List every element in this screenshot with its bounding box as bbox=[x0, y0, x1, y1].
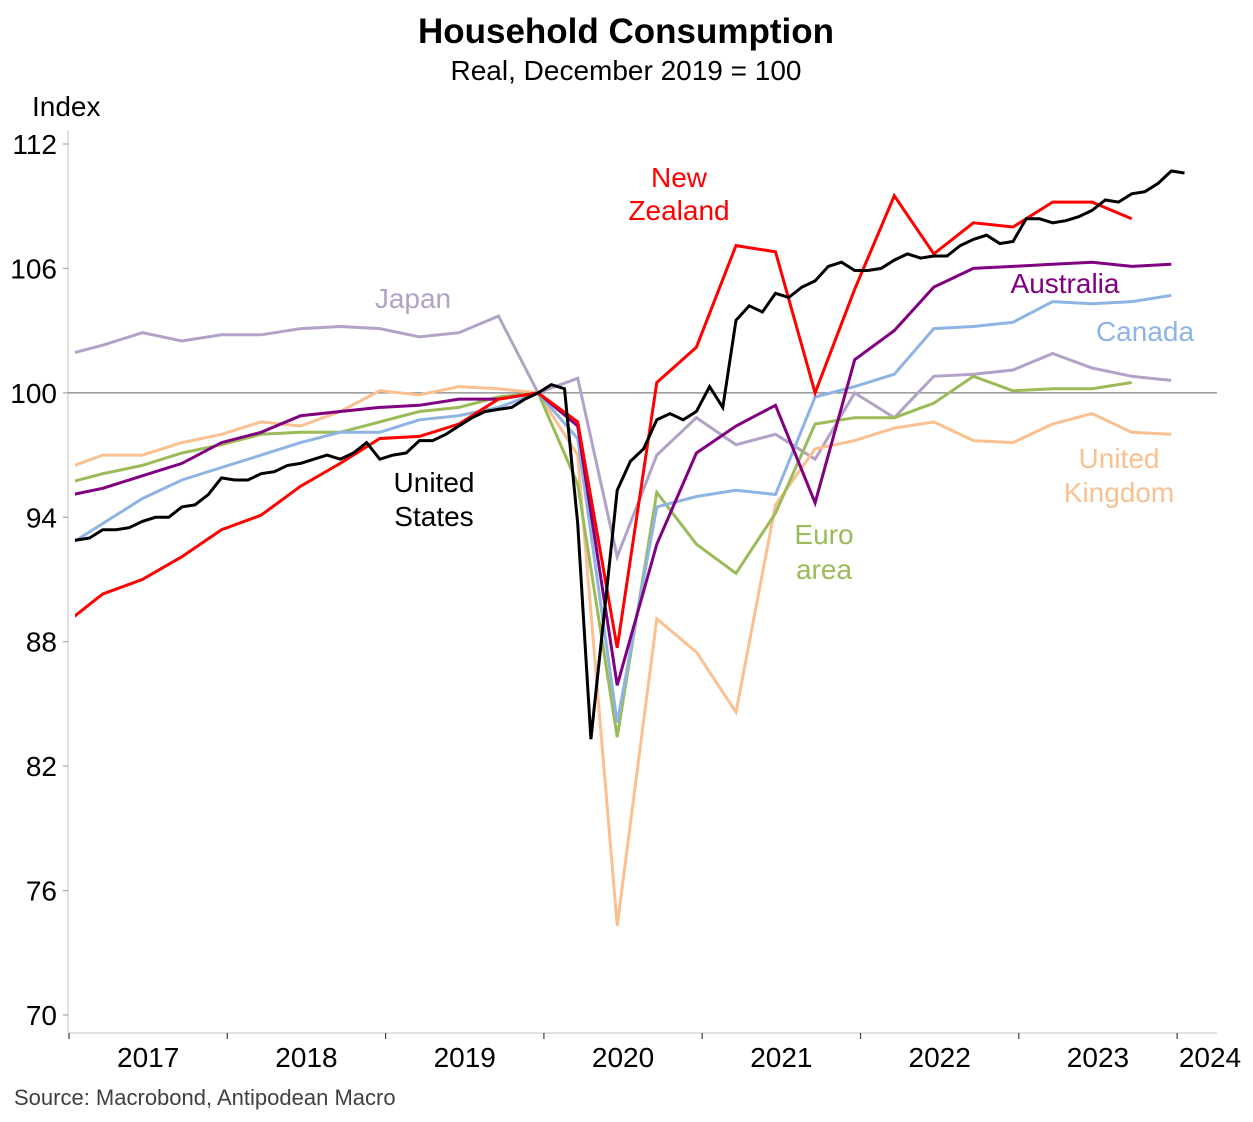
label-new-zealand-line2: Zealand bbox=[628, 195, 729, 226]
x-tick-label: 2023 bbox=[1067, 1042, 1129, 1073]
y-ticks: 70 76 82 88 94 100 106 112 bbox=[10, 129, 68, 1031]
label-euro-area-line2: area bbox=[796, 554, 852, 585]
label-united-states-line1: United bbox=[394, 467, 475, 498]
series-line-united-kingdom bbox=[75, 385, 1172, 926]
x-tick-label: 2019 bbox=[434, 1042, 496, 1073]
x-tick-label: 2022 bbox=[909, 1042, 971, 1073]
x-ticks: 2017 2018 2019 2020 2021 2022 2023 2024 bbox=[68, 1033, 1241, 1073]
chart-subtitle: Real, December 2019 = 100 bbox=[451, 55, 802, 86]
y-tick-label: 88 bbox=[26, 627, 57, 658]
source-note: Source: Macrobond, Antipodean Macro bbox=[14, 1085, 396, 1110]
x-tick-label: 2021 bbox=[750, 1042, 812, 1073]
series-lines bbox=[75, 169, 1185, 926]
label-united-kingdom-line2: Kingdom bbox=[1064, 477, 1175, 508]
series-labels: Japan United Kingdom Euro area Canada Au… bbox=[375, 162, 1195, 585]
x-tick-label: 2018 bbox=[275, 1042, 337, 1073]
label-new-zealand-line1: New bbox=[651, 162, 708, 193]
label-australia: Australia bbox=[1011, 268, 1120, 299]
chart-title: Household Consumption bbox=[418, 12, 834, 51]
y-tick-label: 82 bbox=[26, 751, 57, 782]
series-line-new-zealand bbox=[75, 192, 1133, 649]
y-axis-label: Index bbox=[32, 91, 101, 122]
y-tick-label: 100 bbox=[10, 378, 57, 409]
y-tick-label: 76 bbox=[26, 876, 57, 907]
x-tick-label: 2024 bbox=[1179, 1042, 1241, 1073]
y-tick-label: 94 bbox=[26, 502, 57, 533]
series-line-united-states bbox=[75, 169, 1185, 740]
series-line-japan bbox=[75, 314, 1172, 562]
x-tick-label: 2017 bbox=[117, 1042, 179, 1073]
label-united-kingdom-line1: United bbox=[1079, 443, 1160, 474]
x-tick-label: 2020 bbox=[592, 1042, 654, 1073]
label-canada: Canada bbox=[1096, 316, 1195, 347]
label-japan: Japan bbox=[375, 283, 451, 314]
label-euro-area-line1: Euro bbox=[794, 519, 853, 550]
series-line-australia bbox=[75, 260, 1172, 686]
y-tick-label: 106 bbox=[10, 253, 57, 284]
series-line-euro-area bbox=[75, 374, 1132, 738]
label-united-states-line2: States bbox=[394, 501, 473, 532]
y-tick-label: 112 bbox=[12, 129, 57, 160]
series-line-canada bbox=[75, 293, 1172, 723]
y-tick-label: 70 bbox=[26, 1000, 57, 1031]
